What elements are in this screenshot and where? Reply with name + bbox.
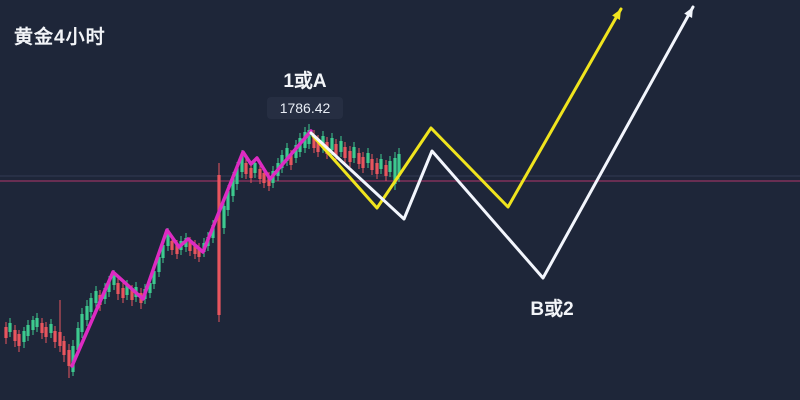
wave-label-B-or-2: B或2: [530, 299, 574, 320]
horizontal-price-lines: [0, 175, 800, 182]
wave-label-1-or-A: 1或A: [283, 71, 327, 92]
wave-annotation-lines: [70, 5, 695, 368]
candlestick-series: [4, 124, 401, 378]
price-label-box: 1786.42: [267, 97, 343, 119]
chart-title: 黄金4小时: [14, 27, 106, 48]
